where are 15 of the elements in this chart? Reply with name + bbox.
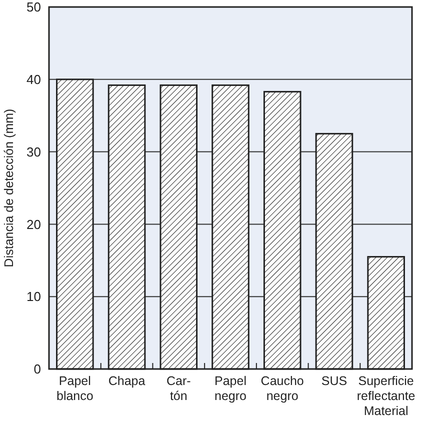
y-tick-label: 50 <box>26 0 41 15</box>
x-axis-title: Material <box>364 404 408 418</box>
x-tick-label: Caucho negro <box>260 374 304 403</box>
y-tick-label: 20 <box>26 216 41 232</box>
x-tick-label: Superficie reflectante <box>356 374 416 403</box>
y-tick-label: 30 <box>26 144 41 160</box>
x-tick-label: Chapa <box>108 374 146 388</box>
x-tick-label: Papel negro <box>214 374 247 403</box>
x-tick-label: Car- tón <box>166 374 191 403</box>
y-axis-title: Distancia de detección (mm) <box>2 108 16 268</box>
x-tick-label: Papel blanco <box>56 374 94 403</box>
y-tick-label: 10 <box>26 289 41 304</box>
x-tick-label: SUS <box>321 374 348 388</box>
y-tick-label: 40 <box>26 72 41 87</box>
y-tick-label: 0 <box>34 362 41 377</box>
